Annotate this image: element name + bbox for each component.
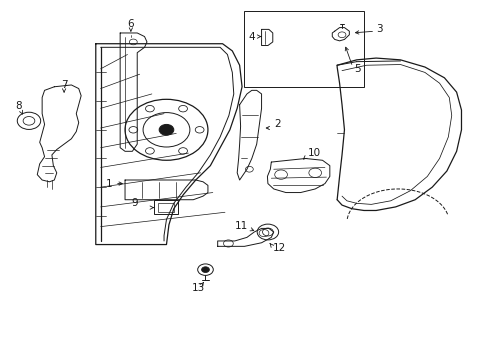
Text: 4: 4 [248, 32, 255, 41]
Circle shape [201, 267, 209, 273]
Text: 12: 12 [272, 243, 285, 253]
Circle shape [159, 125, 173, 135]
Text: 5: 5 [353, 64, 360, 74]
Text: 13: 13 [191, 283, 204, 293]
Bar [158, 203, 173, 212]
Text: 10: 10 [307, 148, 320, 158]
Bar [154, 201, 177, 214]
Text: 9: 9 [131, 198, 138, 208]
Text: 3: 3 [375, 24, 382, 35]
Text: 6: 6 [127, 19, 134, 29]
Text: 8: 8 [15, 102, 22, 112]
Text: 1: 1 [105, 179, 122, 189]
Text: 2: 2 [273, 120, 280, 129]
Bar [244, 12, 363, 87]
Text: 7: 7 [61, 80, 67, 90]
Text: 11: 11 [235, 221, 248, 230]
